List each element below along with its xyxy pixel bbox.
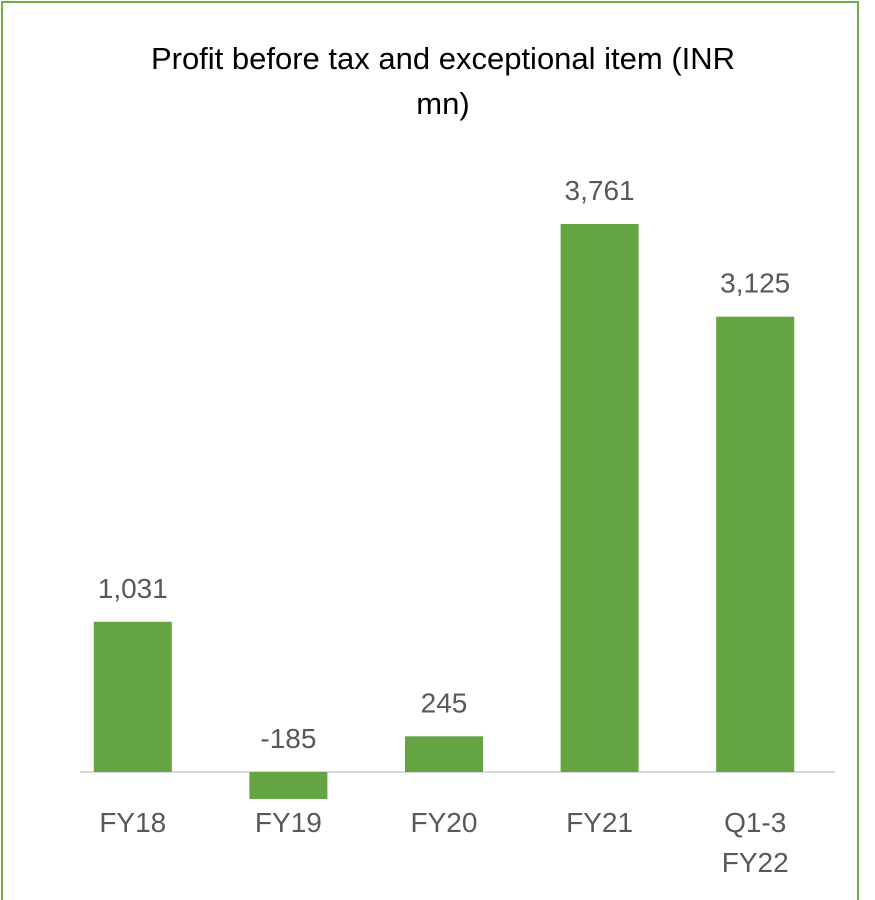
bar bbox=[249, 772, 328, 799]
value-label: 245 bbox=[421, 687, 468, 718]
x-tick-label: FY21 bbox=[566, 807, 633, 838]
value-label: 1,031 bbox=[98, 573, 168, 604]
x-tick-label: FY20 bbox=[411, 807, 478, 838]
bar bbox=[93, 621, 172, 772]
bar bbox=[560, 224, 639, 772]
value-label: 3,125 bbox=[720, 268, 790, 299]
value-label: 3,761 bbox=[565, 175, 635, 206]
x-tick-label: Q1-3 FY22 bbox=[722, 807, 789, 878]
x-tick-label: FY19 bbox=[255, 807, 322, 838]
chart-frame bbox=[1, 1, 859, 900]
bar bbox=[716, 316, 795, 772]
bar bbox=[405, 736, 483, 772]
value-label: -185 bbox=[260, 723, 316, 754]
chart-title: Profit before tax and exceptional item (… bbox=[150, 41, 736, 121]
x-tick-label: FY18 bbox=[99, 807, 166, 838]
